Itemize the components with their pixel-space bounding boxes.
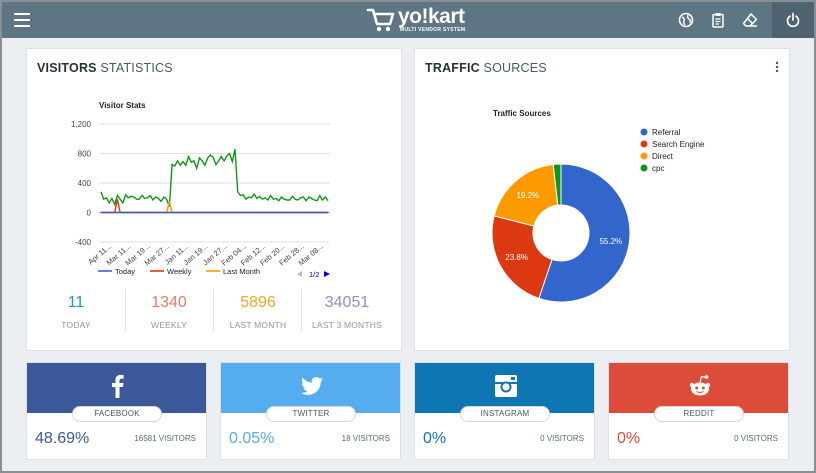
clipboard-icon[interactable] bbox=[710, 12, 726, 28]
instagram-icon bbox=[495, 375, 517, 397]
instagram-percent: 0% bbox=[423, 430, 447, 447]
instagram-label[interactable]: INSTAGRAM bbox=[460, 406, 550, 422]
twitter-percent: 0.05% bbox=[229, 430, 275, 447]
reddit-icon bbox=[689, 375, 711, 396]
reddit-percent: 0% bbox=[617, 430, 641, 447]
twitter-label[interactable]: TWITTER bbox=[266, 406, 356, 422]
legend-label: Last Month bbox=[223, 267, 260, 276]
stat-weekly-value: 1340 bbox=[151, 294, 187, 311]
more-vertical-icon[interactable] bbox=[775, 61, 779, 73]
traffic-card-title: TRAFFIC SOURCES bbox=[425, 61, 547, 75]
stat-last-month-label: LAST MONTH bbox=[229, 320, 287, 330]
facebook-percent: 48.69% bbox=[35, 430, 90, 447]
y-tick-label: 1,200 bbox=[71, 120, 92, 129]
y-tick-label: -400 bbox=[75, 238, 92, 247]
legend-next-icon[interactable] bbox=[324, 271, 330, 277]
reddit-label[interactable]: REDDIT bbox=[654, 406, 744, 422]
stat-divider bbox=[301, 289, 302, 331]
instagram-card-header bbox=[415, 363, 594, 413]
top-navbar: yo!kart MULTI VENDOR SYSTEM bbox=[2, 2, 814, 38]
stat-last-month-value: 5896 bbox=[240, 294, 276, 311]
stat-weekly: 1340 WEEKLY bbox=[125, 294, 213, 330]
slice-label: 19.2% bbox=[516, 191, 539, 200]
series-line-last-3-months bbox=[100, 148, 329, 207]
globe-icon[interactable] bbox=[678, 12, 694, 28]
brand-name: yo!kart bbox=[398, 5, 465, 28]
facebook-card-header bbox=[27, 363, 206, 413]
legend-swatch bbox=[640, 164, 648, 172]
eraser-icon[interactable] bbox=[742, 12, 758, 28]
instagram-card: INSTAGRAM 0% 0 VISITORS bbox=[414, 362, 595, 460]
legend-swatch bbox=[640, 140, 648, 148]
legend-label: Search Engine bbox=[652, 140, 705, 149]
twitter-visitors: 18 VISITORS bbox=[341, 434, 390, 443]
stat-today-value: 11 bbox=[67, 294, 85, 311]
legend-label: Direct bbox=[652, 152, 674, 161]
twitter-icon bbox=[301, 377, 323, 395]
slice-label: 55.2% bbox=[599, 237, 622, 246]
legend-label: Today bbox=[115, 267, 135, 276]
slice-search-engine bbox=[491, 215, 553, 299]
cart-logo-icon bbox=[366, 8, 395, 32]
legend-swatch bbox=[640, 152, 648, 160]
stat-weekly-label: WEEKLY bbox=[151, 320, 187, 330]
stat-last-3-months-label: LAST 3 MONTHS bbox=[312, 320, 382, 330]
logout-button[interactable] bbox=[772, 2, 814, 38]
facebook-icon bbox=[112, 374, 124, 398]
legend-page: 1/2 bbox=[309, 270, 319, 279]
stat-today-label: TODAY bbox=[61, 320, 91, 330]
facebook-card: FACEBOOK 48.69% 16581 VISITORS bbox=[26, 362, 207, 460]
stat-last-3-months: 34051 LAST 3 MONTHS bbox=[303, 294, 391, 330]
series-line-weekly bbox=[101, 199, 328, 214]
twitter-card-header bbox=[221, 363, 400, 413]
legend-swatch bbox=[640, 128, 648, 136]
y-tick-label: 800 bbox=[78, 150, 92, 159]
legend-label: Weekly bbox=[167, 267, 192, 276]
stat-today: 11 TODAY bbox=[32, 294, 120, 330]
hamburger-menu-icon[interactable] bbox=[14, 13, 30, 27]
visitors-statistics-card: VISITORS STATISTICS Visitor Stats 1,200 80… bbox=[26, 48, 402, 351]
slice-referral bbox=[538, 163, 631, 303]
brand-logo[interactable]: yo!kart MULTI VENDOR SYSTEM bbox=[362, 5, 482, 35]
visitors-card-title: VISITORS STATISTICS bbox=[37, 61, 173, 75]
brand-tagline: MULTI VENDOR SYSTEM bbox=[400, 27, 466, 33]
facebook-visitors: 16581 VISITORS bbox=[134, 434, 196, 443]
stat-last-3-months-value: 34051 bbox=[324, 294, 370, 311]
series-line-last-month bbox=[101, 201, 328, 214]
chart-title: Traffic Sources bbox=[493, 109, 551, 118]
legend-label: cpc bbox=[652, 164, 664, 173]
slice-cpc bbox=[552, 163, 562, 206]
stat-divider bbox=[213, 289, 214, 331]
traffic-sources-chart: Traffic Sources 55.2% 23.8% 19.2% Referral Se… bbox=[491, 109, 705, 303]
stat-divider bbox=[125, 289, 126, 331]
instagram-visitors: 0 VISITORS bbox=[540, 434, 584, 443]
facebook-label[interactable]: FACEBOOK bbox=[72, 406, 162, 422]
y-tick-label: 400 bbox=[78, 179, 92, 188]
reddit-card: REDDIT 0% 0 VISITORS bbox=[608, 362, 789, 460]
stat-last-month: 5896 LAST MONTH bbox=[214, 294, 302, 330]
reddit-visitors: 0 VISITORS bbox=[734, 434, 778, 443]
legend-label: Referral bbox=[652, 128, 681, 137]
slice-direct bbox=[493, 163, 559, 227]
twitter-card: TWITTER 0.05% 18 VISITORS bbox=[220, 362, 401, 460]
traffic-sources-card: TRAFFIC SOURCES Traffic Sources 55.2% 23.8… bbox=[414, 48, 790, 351]
reddit-card-header bbox=[609, 363, 788, 413]
legend-prev-icon[interactable] bbox=[297, 271, 302, 277]
y-tick-label: 0 bbox=[87, 209, 92, 218]
power-icon bbox=[786, 12, 800, 28]
slice-label: 23.8% bbox=[505, 253, 528, 262]
chart-title: Visitor Stats bbox=[99, 101, 146, 110]
